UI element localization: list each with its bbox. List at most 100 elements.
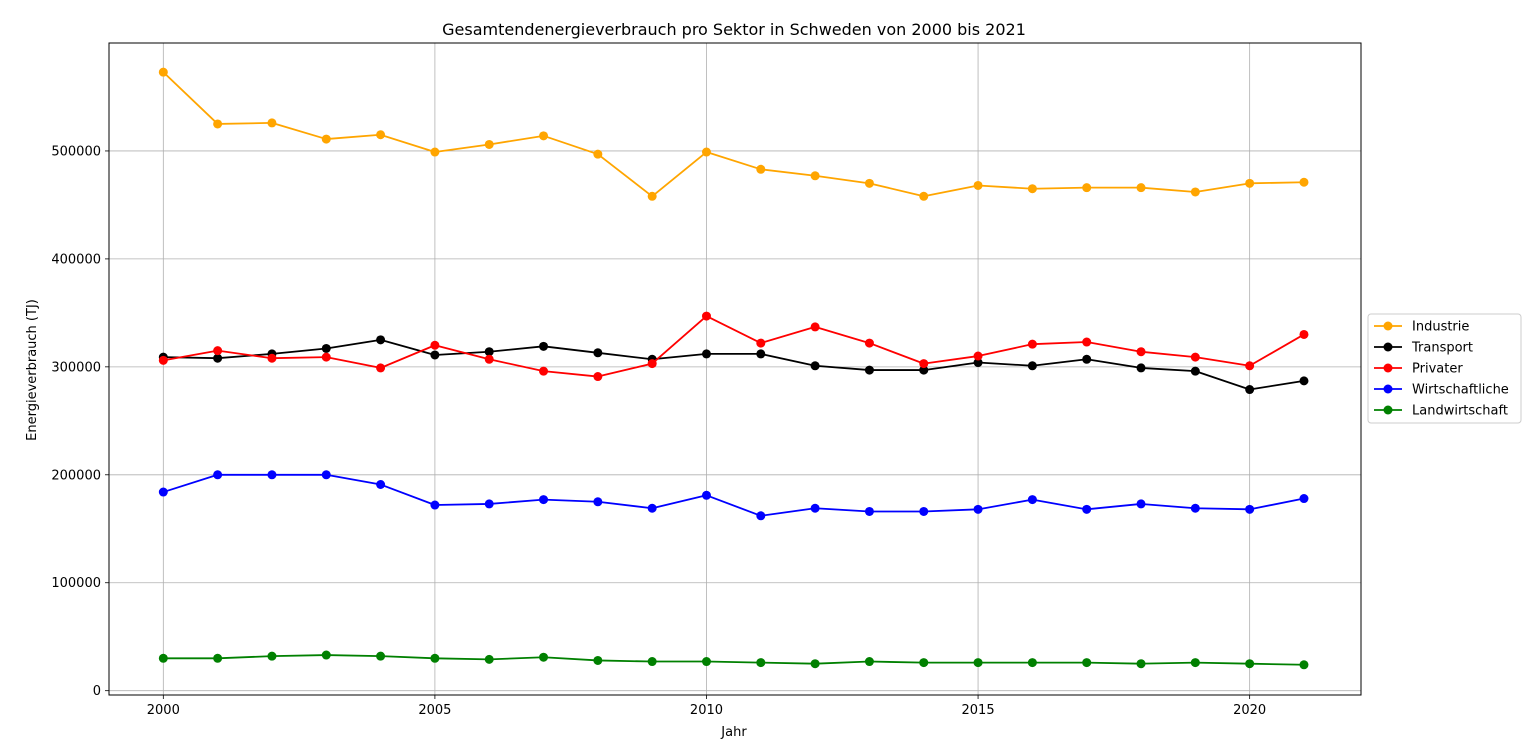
data-point (756, 658, 766, 668)
legend-box (1367, 313, 1522, 424)
data-point (593, 348, 603, 358)
data-point (539, 341, 549, 351)
legend: Industrie Transport Privater Wirtschaftlich… (1367, 313, 1522, 424)
data-point (376, 335, 386, 345)
data-point (321, 352, 331, 362)
legend-marker (1383, 363, 1393, 373)
data-point (647, 503, 657, 513)
data-point (1245, 361, 1255, 371)
data-point (1082, 337, 1092, 347)
data-point (1299, 376, 1309, 386)
data-point (1190, 187, 1200, 197)
data-point (1245, 659, 1255, 669)
data-point (1027, 339, 1037, 349)
data-point (1136, 659, 1146, 669)
data-point (864, 365, 874, 375)
x-tick-label: 2005 (418, 703, 451, 718)
data-point (1136, 363, 1146, 373)
y-tick-label: 0 (93, 684, 101, 699)
data-point (810, 659, 820, 669)
data-point (430, 340, 440, 350)
legend-marker (1383, 405, 1393, 415)
data-point (593, 149, 603, 159)
data-point (864, 657, 874, 667)
data-point (1245, 385, 1255, 395)
data-point (158, 355, 168, 365)
legend-label: Landwirtschaft (1412, 404, 1508, 419)
legend-item: Wirtschaftliche (1374, 383, 1509, 398)
data-point (1245, 178, 1255, 188)
data-point (919, 506, 929, 516)
data-point (267, 651, 277, 661)
y-tick-label: 400000 (51, 252, 101, 267)
data-point (701, 349, 711, 359)
data-point (701, 311, 711, 321)
data-point (973, 658, 983, 668)
data-point (1190, 352, 1200, 362)
y-tick-label: 200000 (51, 468, 101, 483)
series-line (162, 71, 1304, 198)
data-point (213, 470, 223, 480)
data-point (1027, 658, 1037, 668)
legend-item: Privater (1374, 362, 1463, 377)
data-point (810, 503, 820, 513)
data-point (1027, 495, 1037, 505)
data-point (810, 171, 820, 181)
data-point (810, 361, 820, 371)
data-point (539, 366, 549, 376)
data-point (484, 354, 494, 364)
series-transport (158, 335, 1309, 395)
data-point (376, 363, 386, 373)
data-point (647, 191, 657, 201)
data-point (430, 147, 440, 157)
data-point (1299, 494, 1309, 504)
data-point (484, 499, 494, 509)
data-point (430, 653, 440, 663)
data-point (267, 118, 277, 128)
data-point (158, 67, 168, 77)
data-point (1136, 499, 1146, 509)
data-point (484, 654, 494, 664)
data-point (864, 178, 874, 188)
data-point (701, 657, 711, 667)
legend-item: Landwirtschaft (1374, 404, 1508, 419)
y-tick-label: 100000 (51, 576, 101, 591)
data-point (430, 350, 440, 360)
data-point (1027, 361, 1037, 371)
data-point (973, 180, 983, 190)
data-point (1136, 347, 1146, 357)
data-point (1245, 504, 1255, 514)
legend-marker (1383, 384, 1393, 394)
data-point (1190, 366, 1200, 376)
series-landwirtschaft (158, 650, 1309, 670)
data-point (213, 353, 223, 363)
data-point (321, 343, 331, 353)
x-tick-label: 2010 (690, 703, 723, 718)
data-point (1136, 183, 1146, 193)
data-point (267, 470, 277, 480)
y-tick-label: 300000 (51, 360, 101, 375)
legend-marker (1383, 321, 1393, 331)
data-point (539, 131, 549, 141)
x-tick-label: 2020 (1233, 703, 1266, 718)
data-point (919, 359, 929, 369)
data-point (756, 349, 766, 359)
data-point (701, 147, 711, 157)
data-point (1082, 658, 1092, 668)
data-point (376, 651, 386, 661)
data-point (919, 191, 929, 201)
data-point (647, 359, 657, 369)
data-point (756, 164, 766, 174)
series-line (163, 315, 1305, 378)
data-point (593, 497, 603, 507)
data-point (1299, 329, 1309, 339)
series-privater (158, 311, 1309, 382)
series-line (163, 338, 1305, 391)
data-point (1082, 354, 1092, 364)
legend-label: Transport (1411, 341, 1473, 356)
series-industrie (158, 67, 1309, 201)
data-point (1299, 660, 1309, 670)
legend-item: Transport (1374, 341, 1473, 356)
data-point (158, 487, 168, 497)
